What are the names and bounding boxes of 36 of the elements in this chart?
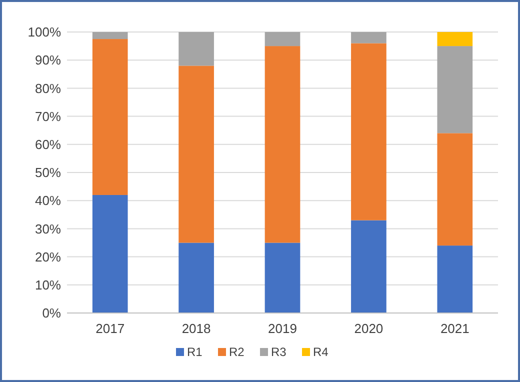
- y-tick-label: 40%: [34, 193, 62, 208]
- y-tick-label: 60%: [34, 136, 62, 152]
- bar: [178, 32, 214, 66]
- y-tick-label: 10%: [34, 277, 62, 292]
- bar: [178, 66, 214, 243]
- legend-label: R2: [229, 345, 245, 360]
- bar: [437, 32, 473, 46]
- y-tick-label: 0%: [42, 306, 62, 321]
- bar: [351, 43, 386, 220]
- y-tick-label: 80%: [34, 80, 62, 96]
- x-tick-label: 2017: [96, 321, 125, 336]
- y-tick-label: 100%: [28, 24, 62, 40]
- y-tick-label: 30%: [34, 221, 62, 236]
- legend-label: R3: [271, 345, 287, 360]
- bar: [351, 220, 386, 313]
- y-tick-label: 20%: [34, 249, 62, 264]
- x-tick-label: 2021: [440, 321, 470, 336]
- legend-label: R1: [187, 345, 203, 360]
- bar: [264, 46, 300, 243]
- bar: [178, 242, 214, 313]
- bar: [437, 46, 473, 134]
- bar: [92, 39, 128, 195]
- x-tick-label: 2019: [268, 321, 297, 336]
- legend-label: R4: [313, 345, 329, 360]
- x-tick-label: 2018: [182, 321, 211, 336]
- bar: [92, 194, 128, 313]
- bar: [437, 246, 473, 313]
- x-tick-label: 2020: [354, 321, 384, 336]
- y-tick-label: 90%: [34, 52, 62, 68]
- bar: [264, 32, 300, 46]
- y-tick-label: 70%: [34, 108, 62, 124]
- bar: [437, 133, 473, 246]
- y-tick-label: 50%: [34, 165, 62, 180]
- bar: [92, 32, 128, 40]
- bar: [264, 242, 300, 313]
- bar: [351, 32, 386, 44]
